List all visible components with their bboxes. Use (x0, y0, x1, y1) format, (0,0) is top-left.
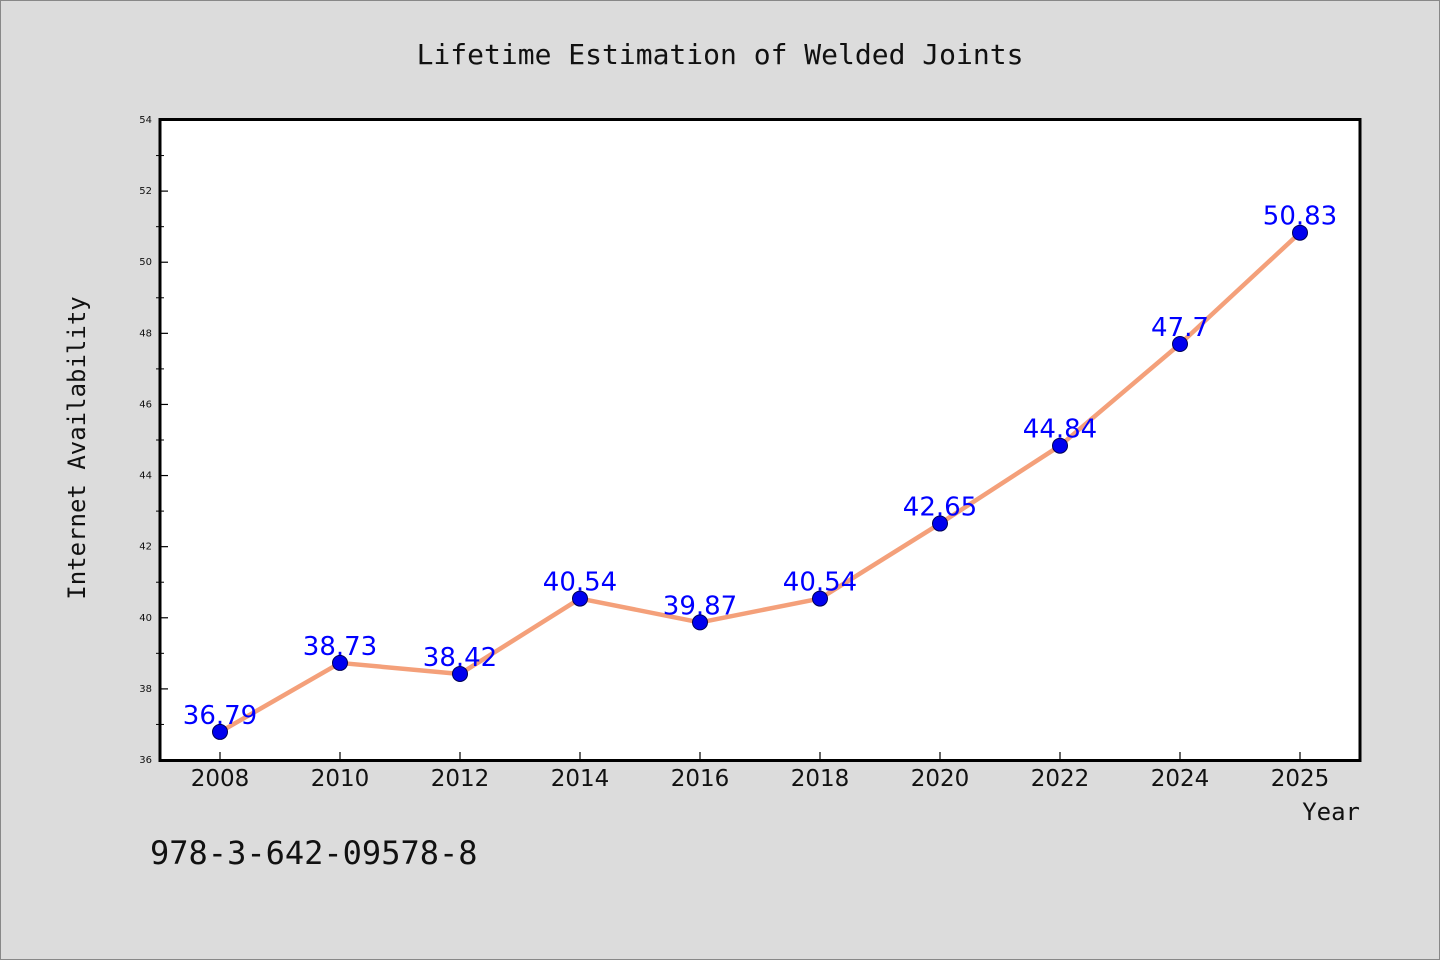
data-label: 44.84 (1023, 415, 1097, 445)
y-tick-label: 36 (139, 755, 152, 766)
plot-area (158, 118, 1362, 762)
x-tick-label: 2022 (1031, 766, 1090, 792)
markers (212, 224, 1308, 740)
x-tick-label: 2025 (1271, 766, 1330, 792)
y-tick-label: 40 (139, 613, 152, 624)
data-point (572, 590, 588, 607)
x-axis-label: Year (1302, 798, 1360, 826)
data-point (812, 590, 828, 607)
y-tick-label: 50 (139, 257, 152, 268)
x-tick-label: 2010 (311, 766, 370, 792)
data-label: 42.65 (903, 493, 977, 523)
y-tick-label: 46 (139, 399, 152, 410)
series-line (217, 230, 1303, 735)
x-tick-label: 2018 (791, 766, 850, 792)
x-tick-label: 2008 (191, 766, 250, 792)
y-tick-label: 52 (139, 186, 152, 197)
data-label: 40.54 (543, 568, 617, 598)
data-label: 38.42 (423, 643, 497, 673)
chart-title: Lifetime Estimation of Welded Joints (417, 38, 1024, 71)
y-tick-label: 44 (139, 471, 152, 482)
x-tick-label: 2020 (911, 766, 970, 792)
y-axis-label: Internet Availability (63, 296, 91, 599)
x-tick-label: 2024 (1151, 766, 1210, 792)
data-point (1052, 437, 1068, 454)
data-labels: 36.79 38.73 38.42 40.54 39.87 40.54 42.65 44.84… (183, 202, 1337, 731)
y-tick-label: 38 (139, 684, 152, 695)
x-axis: 2008 2010 2012 2014 2016 2018 2020 2022 2024 2025 (191, 752, 1330, 792)
data-point (212, 723, 228, 740)
data-label: 40.54 (783, 568, 857, 598)
data-label: 39.87 (663, 591, 737, 621)
data-point (1172, 336, 1188, 352)
x-tick-label: 2014 (551, 766, 610, 792)
data-label: 36.79 (183, 701, 257, 731)
data-point (1292, 224, 1308, 241)
y-tick-label: 54 (139, 115, 152, 126)
data-label: 50.83 (1263, 202, 1337, 232)
y-tick-label: 48 (139, 328, 152, 339)
data-point (452, 665, 468, 682)
y-tick-label: 42 (139, 542, 152, 553)
x-tick-label: 2012 (431, 766, 490, 792)
x-tick-label: 2016 (671, 766, 730, 792)
data-label: 38.73 (303, 632, 377, 662)
y-axis: 36 38 40 42 44 46 48 50 52 54 (139, 115, 168, 766)
footnote-isbn: 978-3-642-09578-8 (150, 834, 478, 872)
data-point (932, 515, 948, 532)
data-point (692, 614, 708, 631)
data-label: 47.7 (1151, 313, 1209, 343)
data-point (332, 654, 348, 671)
